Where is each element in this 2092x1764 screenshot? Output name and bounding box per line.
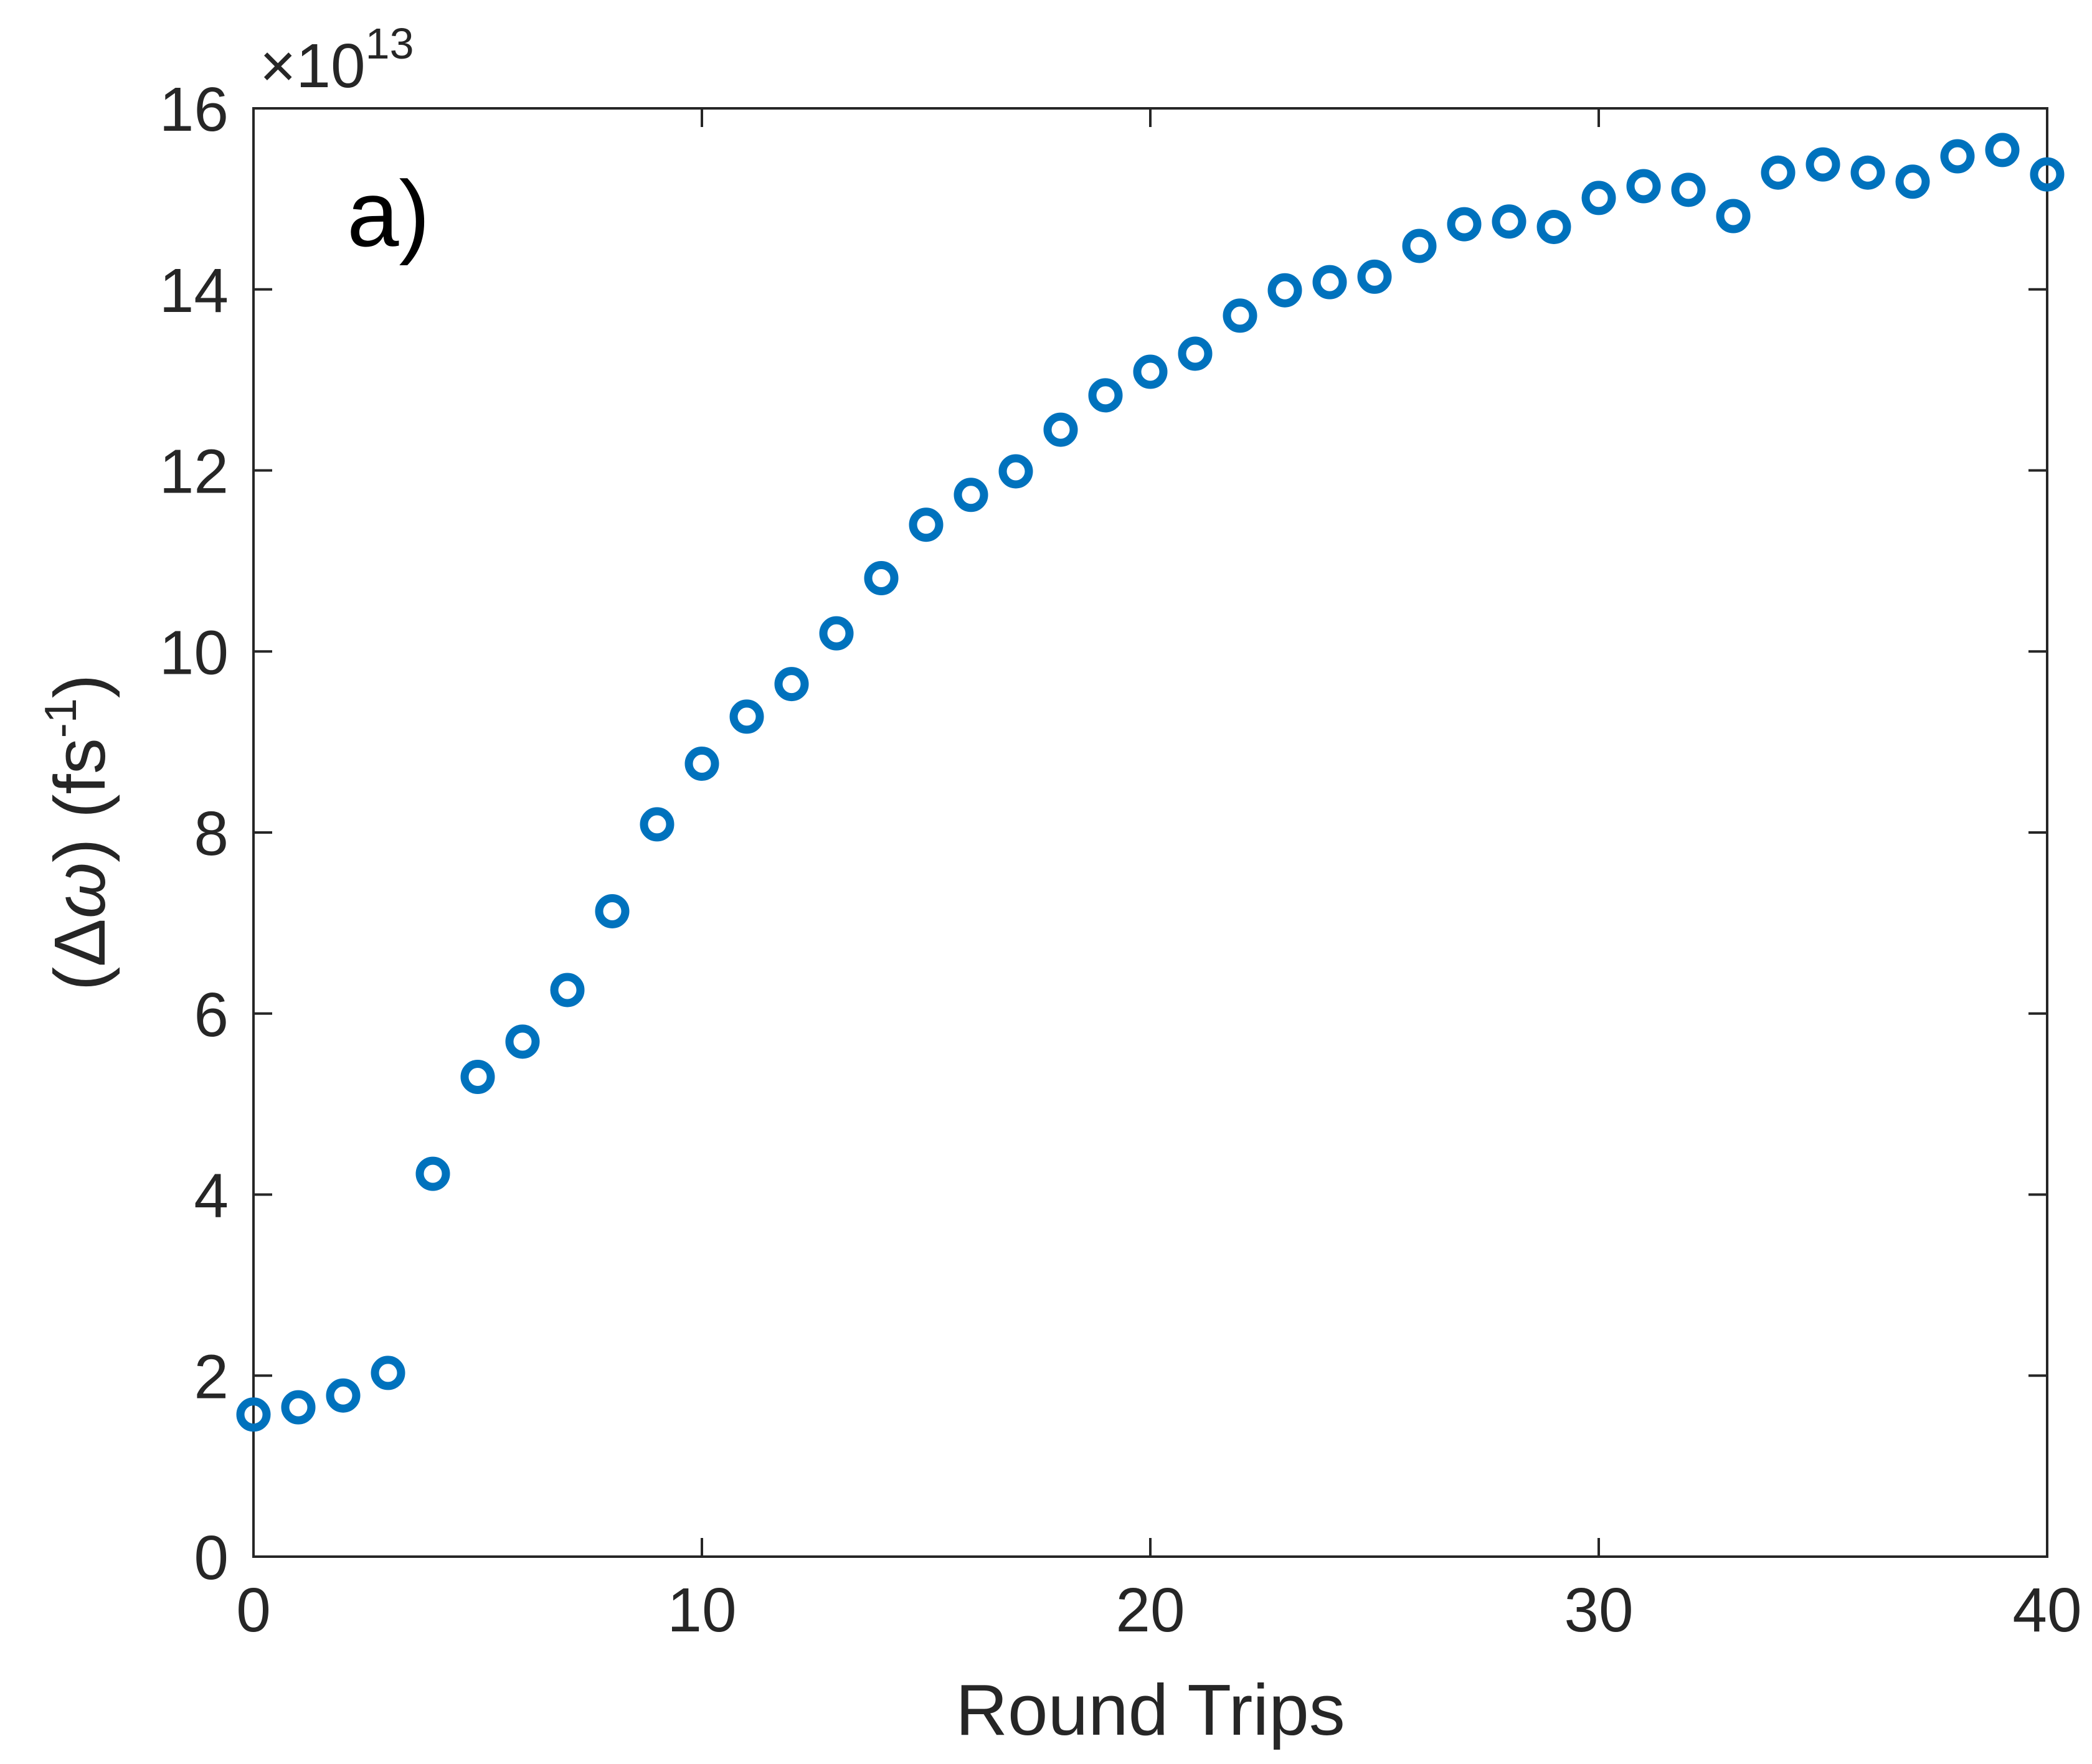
data-point (1133, 354, 1168, 389)
y-tick-label: 4 (194, 1161, 229, 1231)
y-multiplier-exponent: 13 (366, 19, 414, 68)
data-point (1312, 265, 1347, 300)
y-tick-label: 14 (159, 256, 229, 326)
data-point (1761, 155, 1796, 190)
data-point (1671, 172, 1706, 207)
y-tick-label: 0 (194, 1523, 229, 1593)
data-point (1088, 378, 1123, 413)
y-tick-labels: 0 2 4 6 8 10 12 14 16 (159, 75, 229, 1593)
data-point (1895, 164, 1930, 199)
data-points (236, 133, 2065, 1432)
data-point (1492, 204, 1526, 239)
data-point (415, 1156, 450, 1191)
y-axis-multiplier: ×1013 (260, 19, 414, 101)
data-point (1447, 207, 1482, 242)
y-label-delta: Δ (39, 918, 120, 966)
y-label-open: ( (39, 967, 120, 991)
data-point (1716, 199, 1751, 233)
data-point (909, 507, 944, 542)
y-tick-label: 2 (194, 1342, 229, 1412)
x-tick-label: 40 (2012, 1575, 2081, 1645)
data-point (1178, 336, 1213, 371)
y-tick-label: 10 (159, 618, 229, 687)
data-point (371, 1356, 405, 1390)
plot-area (252, 107, 2048, 1558)
x-tick-labels: 0 10 20 30 40 (236, 1575, 2081, 1645)
x-tick-label: 0 (236, 1575, 271, 1645)
y-multiplier-prefix: ×10 (260, 31, 366, 101)
data-point (1985, 133, 2020, 167)
data-point (774, 667, 809, 702)
data-point (998, 454, 1033, 489)
data-point (1581, 181, 1616, 215)
data-point (595, 894, 630, 928)
data-point (819, 616, 854, 651)
data-point (1536, 209, 1571, 244)
data-point (236, 1397, 271, 1432)
panel-label: a) (347, 161, 430, 266)
data-point (1402, 229, 1437, 263)
data-point (1223, 298, 1257, 333)
data-point (1043, 412, 1078, 447)
y-label-close: ) (39, 674, 120, 699)
data-point (640, 807, 674, 842)
data-point (1357, 259, 1392, 294)
y-label-units: ) (fs (39, 738, 120, 862)
data-point (684, 747, 719, 781)
x-axis-label: Round Trips (955, 1669, 1345, 1750)
data-point (864, 560, 899, 595)
y-label-superscript: -1 (36, 698, 86, 738)
axis-ticks (252, 107, 2048, 1558)
data-point (460, 1060, 495, 1095)
data-point (1940, 139, 1975, 174)
y-label-omega: ω (39, 862, 120, 918)
data-point (505, 1024, 540, 1059)
y-tick-label: 16 (159, 75, 229, 144)
x-tick-label: 20 (1115, 1575, 1185, 1645)
data-point (1850, 155, 1885, 190)
data-point (1626, 169, 1661, 204)
x-tick-label: 10 (667, 1575, 736, 1645)
data-point (729, 699, 764, 734)
data-point (2030, 157, 2065, 192)
y-tick-label: 8 (194, 799, 229, 869)
y-tick-label: 6 (194, 980, 229, 1050)
data-point (1806, 147, 1840, 182)
data-point (281, 1390, 316, 1425)
data-point (954, 478, 988, 512)
x-tick-label: 30 (1564, 1575, 1633, 1645)
data-point (550, 973, 585, 1007)
data-point (1267, 273, 1302, 308)
y-tick-label: 12 (159, 437, 229, 507)
data-point (326, 1378, 361, 1413)
y-axis-label: (Δω) (fs-1) (36, 674, 120, 991)
